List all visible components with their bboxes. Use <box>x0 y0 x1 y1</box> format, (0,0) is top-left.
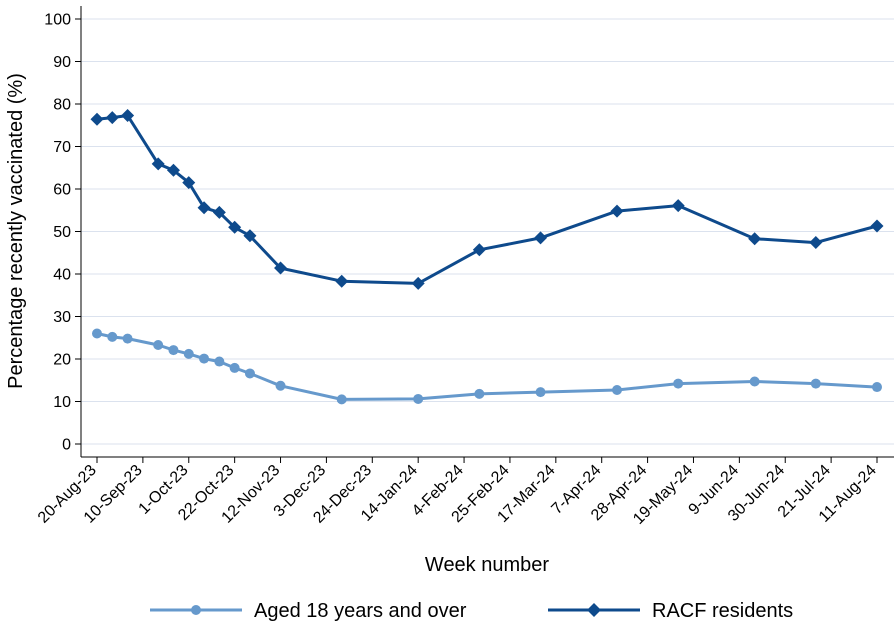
series-line <box>96 114 878 285</box>
axes <box>75 6 894 463</box>
data-point <box>612 385 622 396</box>
data-point <box>535 387 546 398</box>
y-tick-label: 70 <box>53 139 71 156</box>
y-tick-label: 80 <box>53 97 71 114</box>
y-tick-label: 50 <box>53 224 71 241</box>
data-point <box>244 368 255 379</box>
data-point <box>748 232 762 246</box>
data-point <box>199 353 210 364</box>
data-point <box>183 348 194 359</box>
y-tick-label: 30 <box>53 309 71 326</box>
x-tick-labels: 20-Aug-2310-Sep-231-Oct-2322-Oct-2312-No… <box>35 462 880 528</box>
data-point <box>229 362 240 373</box>
legend-label-racf: RACF residents <box>652 600 793 622</box>
y-tick-labels: 0 10 20 30 40 50 60 70 80 90 100 <box>44 12 71 454</box>
series-aged-18 <box>92 328 882 405</box>
legend-item-aged-18: Aged 18 years and over <box>150 600 467 622</box>
legend: Aged 18 years and over RACF residents <box>150 600 793 622</box>
x-axis-title: Week number <box>425 554 549 576</box>
legend-label-aged-18: Aged 18 years and over <box>254 600 467 622</box>
data-point <box>474 388 485 399</box>
data-point <box>151 157 165 171</box>
data-point <box>197 201 211 215</box>
series-line <box>96 332 878 401</box>
y-tick-label: 90 <box>53 54 71 71</box>
y-tick-label: 60 <box>53 182 71 199</box>
data-point <box>872 382 882 393</box>
data-point <box>472 243 486 257</box>
y-axis-title: Percentage recently vaccinated (%) <box>5 73 27 389</box>
data-point <box>105 111 119 125</box>
y-tick-label: 40 <box>53 267 71 284</box>
data-point <box>274 261 288 275</box>
data-point <box>107 331 118 342</box>
data-point <box>166 163 180 177</box>
data-point <box>335 274 349 288</box>
data-point <box>228 220 242 234</box>
data-point <box>168 345 179 356</box>
data-point <box>673 378 684 389</box>
data-point <box>413 393 424 404</box>
data-point <box>153 339 164 350</box>
y-tick-label: 10 <box>53 394 71 411</box>
data-point <box>90 112 104 126</box>
data-point <box>671 199 685 213</box>
data-point <box>275 380 286 391</box>
data-point <box>243 229 257 243</box>
y-tick-label: 100 <box>44 12 71 29</box>
data-point <box>810 378 821 389</box>
data-point <box>749 376 760 387</box>
data-point <box>534 231 548 245</box>
data-point <box>411 276 425 290</box>
data-point <box>212 205 226 219</box>
y-tick-label: 0 <box>62 437 71 454</box>
data-point <box>809 236 823 250</box>
series <box>90 108 884 405</box>
y-tick-label: 20 <box>53 352 71 369</box>
grid-lines <box>81 18 894 445</box>
data-point <box>336 394 347 405</box>
legend-marker-racf <box>587 603 601 617</box>
data-point <box>121 108 135 122</box>
data-point <box>870 219 884 233</box>
data-point <box>182 176 196 190</box>
data-point <box>214 356 225 367</box>
series-racf <box>90 108 884 290</box>
data-point <box>610 204 624 218</box>
data-point <box>122 333 133 344</box>
data-point <box>92 328 102 339</box>
legend-item-racf: RACF residents <box>548 600 793 622</box>
legend-marker-aged-18 <box>191 605 201 615</box>
